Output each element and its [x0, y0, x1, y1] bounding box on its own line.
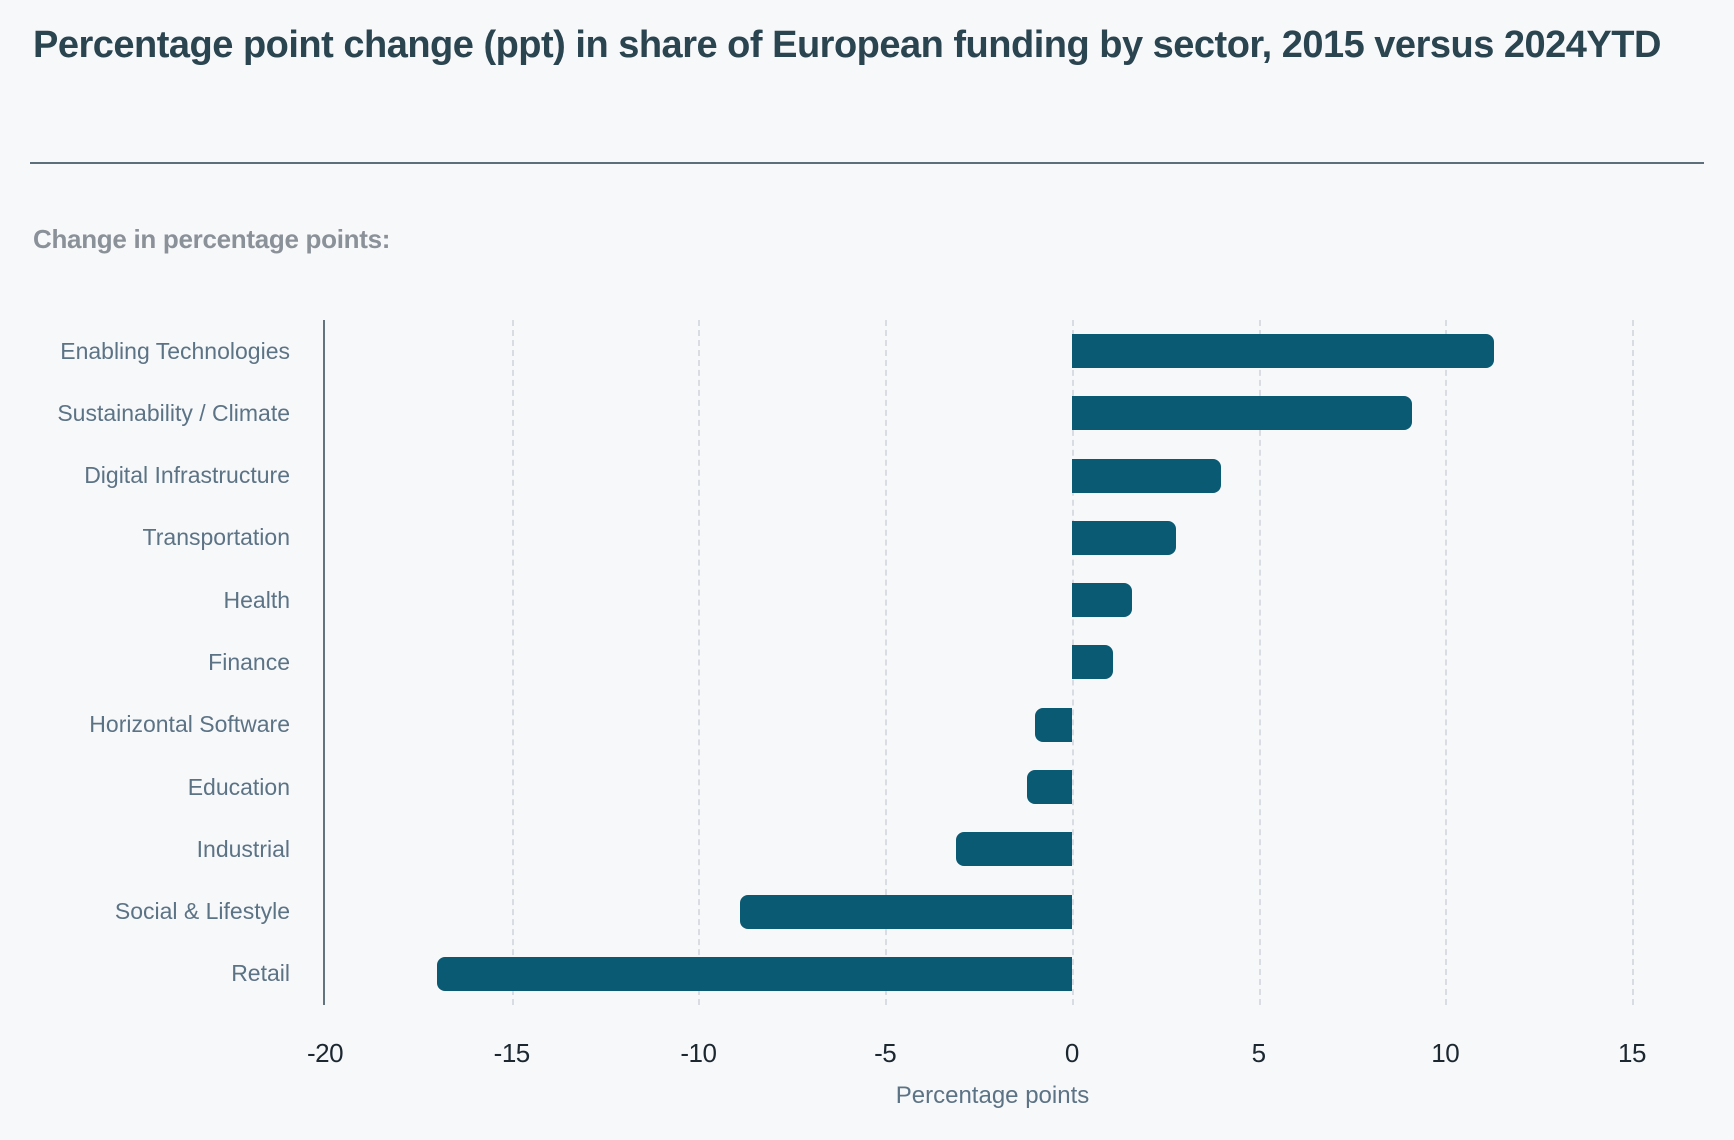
bar-row: [325, 880, 1660, 942]
bar-digital-infrastructure: [1071, 458, 1222, 493]
bar-row: [325, 694, 1660, 756]
category-label: Finance: [208, 648, 290, 675]
category-label: Digital Infrastructure: [84, 462, 290, 489]
category-label: Industrial: [196, 835, 290, 862]
bar-sustainability-climate: [1071, 396, 1412, 431]
bar-transportation: [1071, 520, 1177, 555]
category-label: Transportation: [142, 524, 290, 551]
bar-finance: [1071, 645, 1113, 680]
x-tick-label: 5: [1251, 1038, 1266, 1068]
x-tick-label: -15: [493, 1038, 531, 1068]
gridline--5: [885, 320, 888, 1005]
bar-chart: Enabling Technologies Sustainability / Cl…: [33, 320, 1660, 1005]
bar-industrial: [956, 832, 1072, 867]
category-label: Social & Lifestyle: [114, 898, 290, 925]
divider: [30, 162, 1704, 164]
bar-row: [325, 818, 1660, 880]
bar-row: [325, 943, 1660, 1005]
bar-horizontal-software: [1034, 707, 1072, 742]
category-label: Health: [223, 586, 290, 613]
page-title: Percentage point change (ppt) in share o…: [33, 24, 1661, 66]
bar-row: [325, 507, 1660, 569]
x-axis-title: Percentage points: [895, 1082, 1090, 1109]
category-label-column: Enabling Technologies Sustainability / Cl…: [33, 320, 323, 1005]
category-label: Education: [187, 773, 290, 800]
x-tick-label: 10: [1431, 1038, 1460, 1068]
gridline--15: [511, 320, 514, 1005]
bar-retail: [437, 956, 1072, 991]
bar-education: [1027, 770, 1072, 805]
bar-enabling-technologies: [1071, 334, 1494, 369]
bar-row: [325, 569, 1660, 631]
x-tick-label: -5: [874, 1038, 897, 1068]
bar-row: [325, 445, 1660, 507]
x-tick-label: 0: [1064, 1038, 1079, 1068]
x-axis-ticks: -20 -15 -10 -5 0 5 10 15: [307, 1038, 1660, 1072]
x-tick-label: 15: [1618, 1038, 1646, 1068]
x-tick-label: -20: [306, 1038, 344, 1068]
gridline-15: [1631, 320, 1634, 1005]
x-tick-label: -10: [680, 1038, 717, 1068]
bar-row: [325, 756, 1660, 818]
bar-row: [325, 320, 1660, 382]
gridline--10: [698, 320, 701, 1005]
plot-area: [323, 320, 1660, 1005]
gridline-5: [1258, 320, 1261, 1005]
bar-row: [325, 382, 1660, 444]
gridline-10: [1445, 320, 1448, 1005]
category-label: Sustainability / Climate: [57, 399, 290, 426]
bar-row: [325, 631, 1660, 693]
category-label: Enabling Technologies: [60, 337, 290, 364]
category-label: Horizontal Software: [89, 711, 290, 738]
bar-social-lifestyle: [739, 894, 1072, 929]
section-label: Change in percentage points:: [33, 224, 391, 254]
bar-health: [1071, 583, 1132, 618]
category-label: Retail: [231, 960, 290, 987]
